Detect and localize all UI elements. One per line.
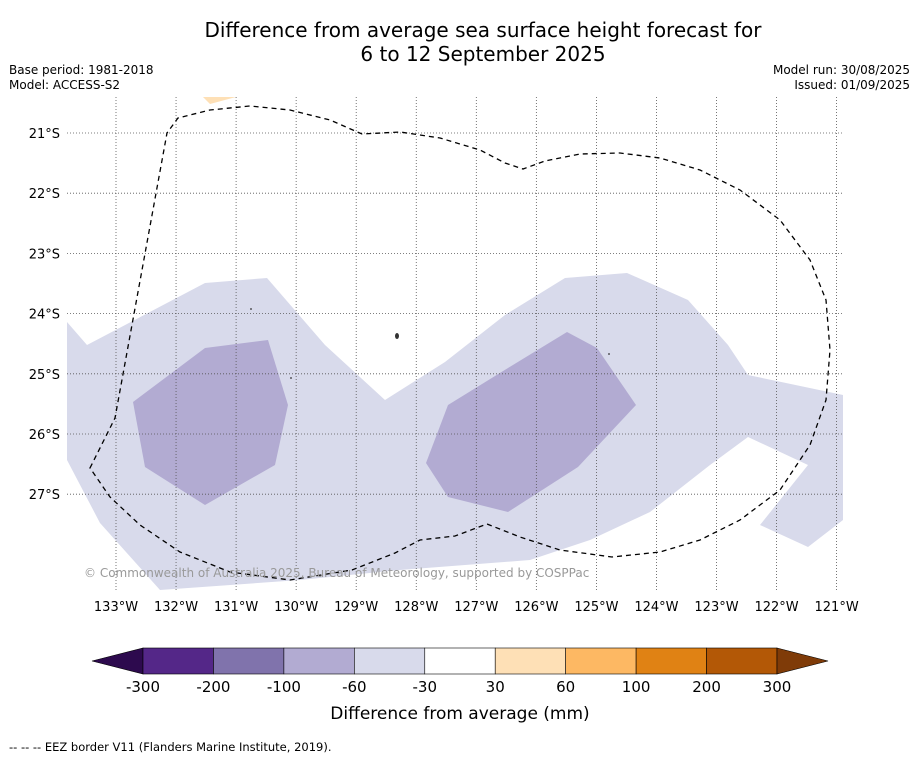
colorbar-cell <box>283 647 355 675</box>
colorbar-cell <box>142 647 214 675</box>
colorbar-tick-label: 100 <box>622 678 651 696</box>
graticule <box>67 97 843 590</box>
longitude-label: 128°W <box>394 600 438 615</box>
longitude-label: 122°W <box>754 600 798 615</box>
longitude-label: 129°W <box>334 600 378 615</box>
colorbar-extend-high <box>776 647 829 675</box>
colorbar-cells <box>142 647 778 675</box>
copyright-text: © Commonwealth of Australia 2025, Bureau… <box>84 566 589 580</box>
colorbar-label: Difference from average (mm) <box>330 704 589 724</box>
model-name: Model: ACCESS-S2 <box>9 78 121 92</box>
colorbar-tick-label: -200 <box>196 678 230 696</box>
longitude-label: 121°W <box>815 600 859 615</box>
latitude-labels: 21°S 22°S 23°S 24°S 25°S 26°S 27°S <box>29 127 60 503</box>
colorbar-tick-labels: -300 -200 -100 -60 -30 30 60 100 200 300 <box>126 678 791 696</box>
colorbar-tick-label: -30 <box>413 678 438 696</box>
colorbar-cell <box>424 647 496 675</box>
longitude-label: 125°W <box>574 600 618 615</box>
anomaly-region-mid-purple-west <box>133 340 288 505</box>
base-info: Base period: 1981-2018 Model: ACCESS-S2 <box>9 63 154 93</box>
longitude-label: 133°W <box>94 600 138 615</box>
anomaly-region-mid-purple-east <box>426 332 636 512</box>
colorbar-cell <box>635 647 707 675</box>
issued-date: Issued: 01/09/2025 <box>794 78 910 92</box>
colorbar-tick-label: 300 <box>763 678 792 696</box>
colorbar-tick-label: -100 <box>267 678 301 696</box>
latitude-label: 24°S <box>29 308 60 323</box>
colorbar: -300 -200 -100 -60 -30 30 60 100 200 300 Differen… <box>91 647 829 724</box>
longitude-labels: 133°W 132°W 131°W 130°W 129°W 128°W 127°W 126°W… <box>94 600 859 615</box>
title-line-1: Difference from average sea surface heig… <box>204 18 762 42</box>
latitude-label: 25°S <box>29 368 60 383</box>
eez-border <box>89 105 831 581</box>
colorbar-tick-label: 30 <box>486 678 505 696</box>
map-area: © Commonwealth of Australia 2025, Bureau… <box>67 97 843 590</box>
eez-footnote: -- -- -- EEZ border V11 (Flanders Marine… <box>9 740 332 754</box>
longitude-label: 124°W <box>634 600 678 615</box>
island-marker <box>395 333 399 339</box>
island-marker <box>250 308 252 310</box>
colorbar-tick-label: -60 <box>342 678 367 696</box>
longitude-label: 132°W <box>154 600 198 615</box>
island-marker <box>608 353 610 355</box>
colorbar-cell <box>706 647 778 675</box>
colorbar-cell <box>354 647 426 675</box>
longitude-label: 127°W <box>454 600 498 615</box>
latitude-label: 21°S <box>29 127 60 142</box>
run-info: Model run: 30/08/2025 Issued: 01/09/2025 <box>773 63 910 93</box>
map-title: Difference from average sea surface heig… <box>0 18 919 66</box>
colorbar-cell <box>213 647 285 675</box>
colorbar-tick-label: 60 <box>556 678 575 696</box>
latitude-label: 23°S <box>29 247 60 262</box>
colorbar-cell <box>565 647 637 675</box>
latitude-label: 27°S <box>29 488 60 503</box>
anomaly-region-light-orange <box>203 97 236 104</box>
latitude-label: 26°S <box>29 428 60 443</box>
island-marker <box>290 377 292 379</box>
longitude-label: 130°W <box>274 600 318 615</box>
colorbar-extend-low <box>91 647 144 675</box>
model-run: Model run: 30/08/2025 <box>772 63 910 77</box>
colorbar-cell <box>494 647 566 675</box>
longitude-label: 126°W <box>514 600 558 615</box>
base-period: Base period: 1981-2018 <box>9 63 154 77</box>
longitude-label: 123°W <box>694 600 738 615</box>
latitude-label: 22°S <box>29 187 60 202</box>
longitude-label: 131°W <box>214 600 258 615</box>
colorbar-tick-label: -300 <box>126 678 160 696</box>
title-line-2: 6 to 12 September 2025 <box>360 42 606 66</box>
colorbar-tick-label: 200 <box>692 678 721 696</box>
